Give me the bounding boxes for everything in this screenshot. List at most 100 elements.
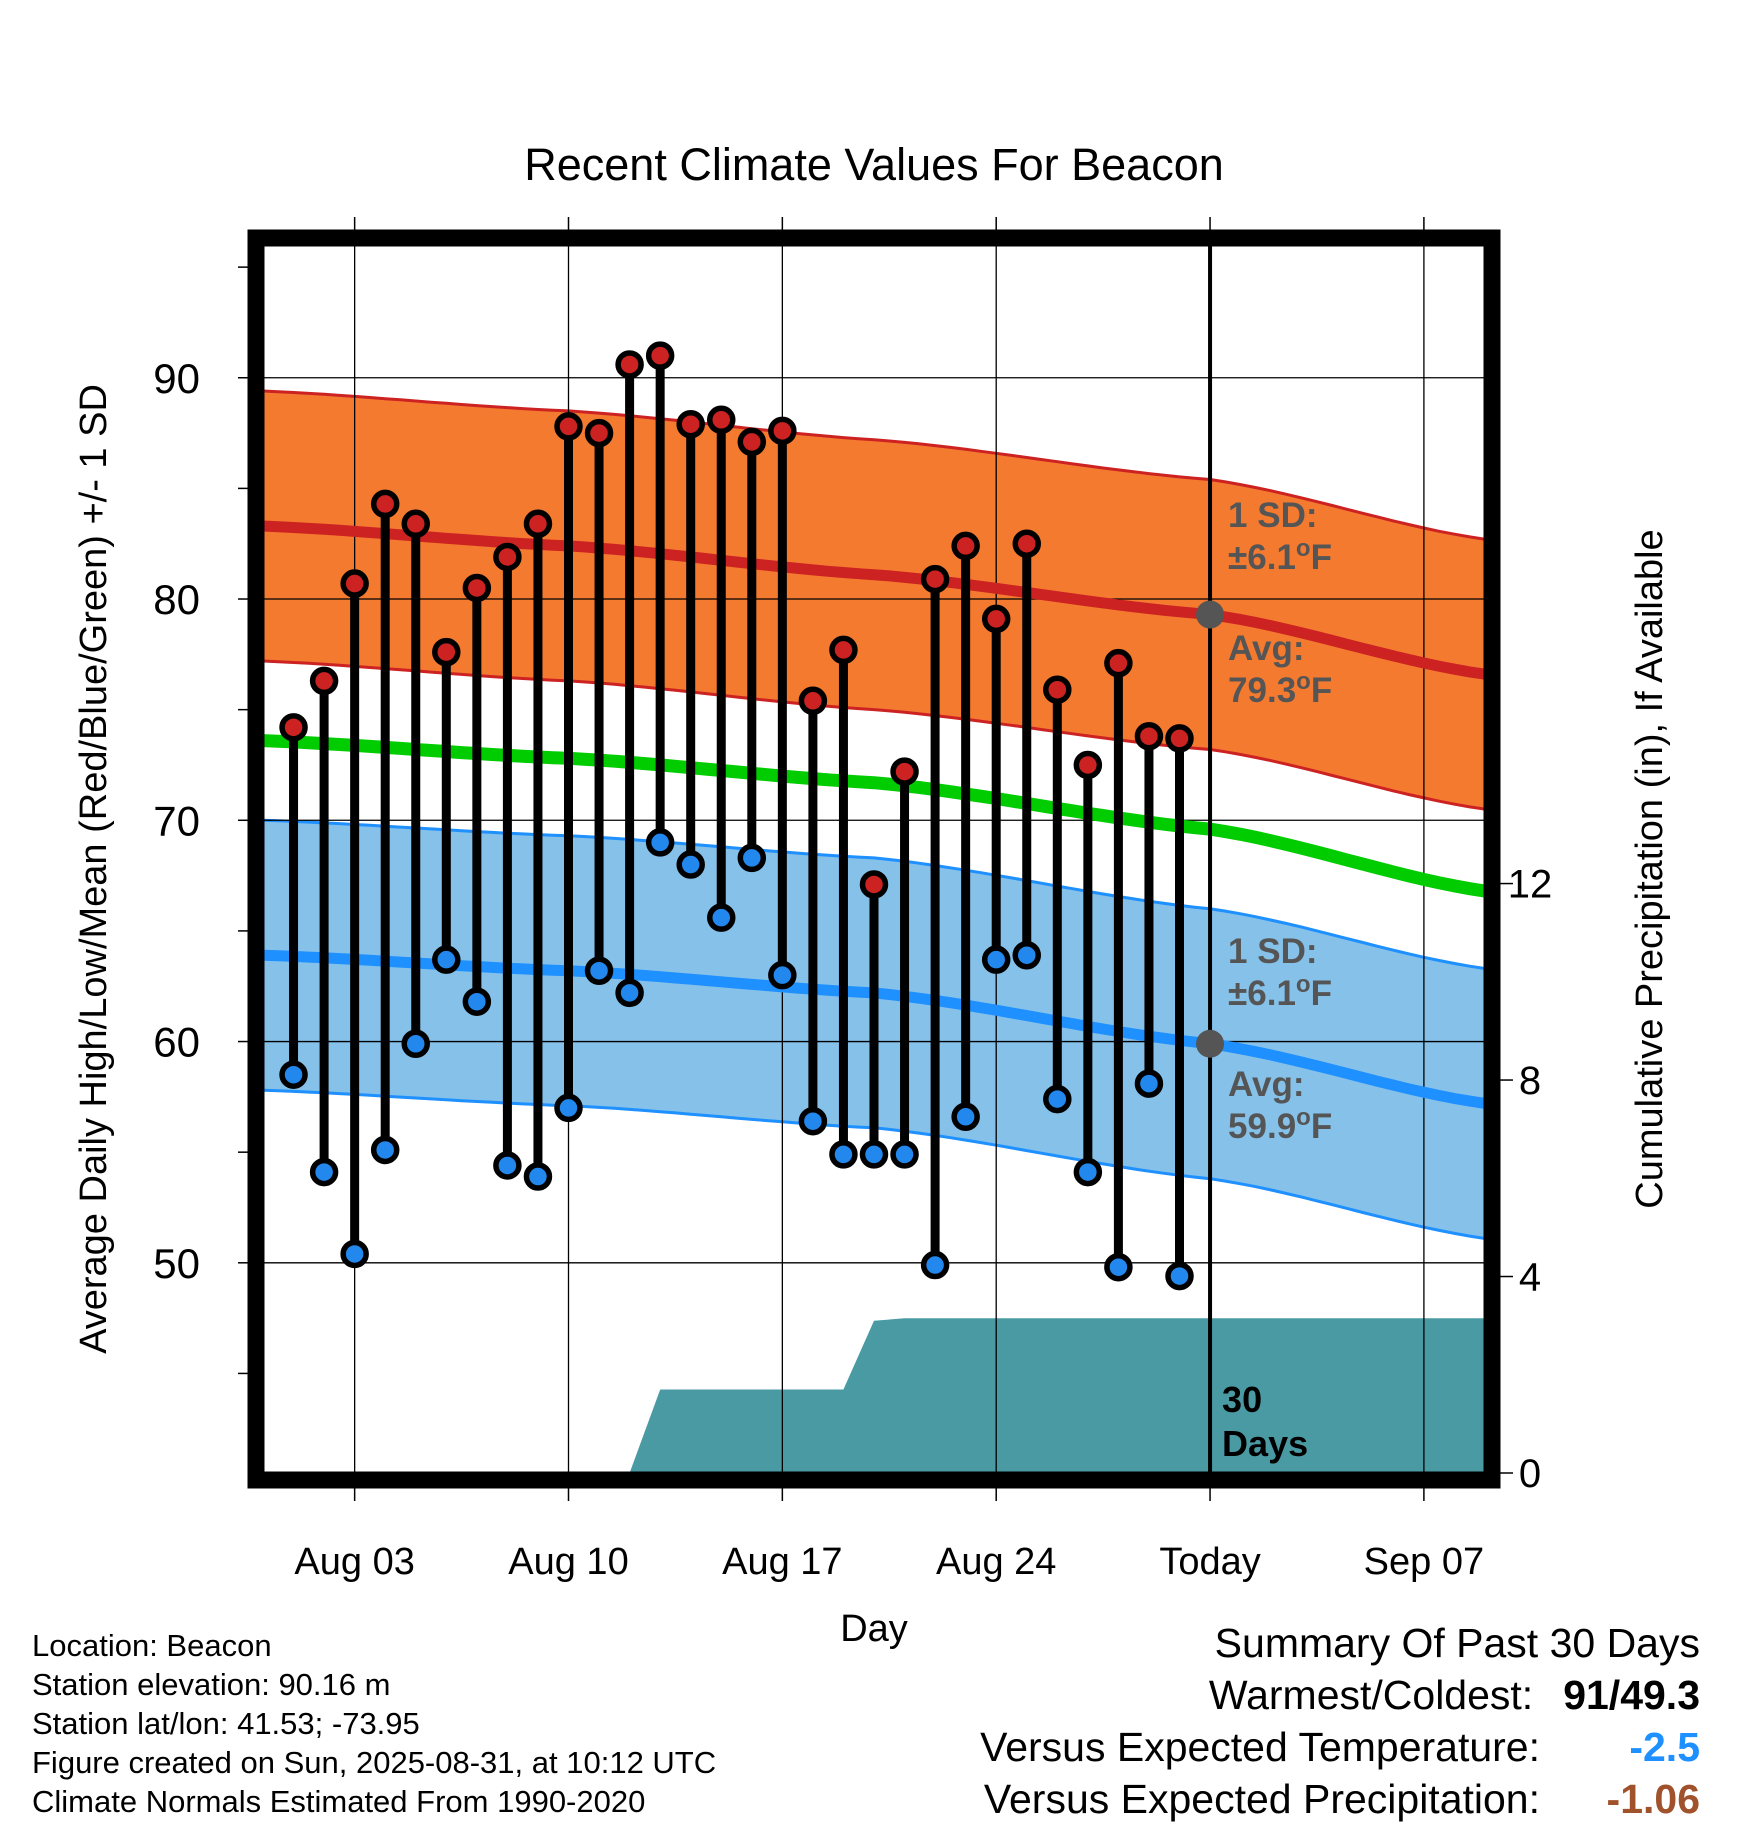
daily-low-point <box>645 828 675 857</box>
daily-low-point <box>920 1250 950 1280</box>
daily-low-point <box>309 1157 339 1187</box>
y-axis-right-label: Cumulative Precipitation (in), If Availa… <box>1629 529 1671 1208</box>
daily-low-point <box>279 1060 308 1089</box>
daily-high-point <box>309 666 339 696</box>
daily-low-point <box>523 1162 553 1191</box>
daily-low-point <box>951 1102 980 1132</box>
daily-high-point <box>829 635 858 665</box>
precip-days-annotation-1: Days <box>1222 1423 1308 1464</box>
daily-low-point <box>859 1140 889 1169</box>
daily-high-point <box>340 569 369 598</box>
y-axis-label: Average Daily High/Low/Mean (Red/Blue/Gr… <box>73 384 115 1354</box>
daily-high-point <box>920 564 950 594</box>
summary-panel: Summary Of Past 30 Days Warmest/Coldest:… <box>880 1620 1700 1828</box>
summary-title: Summary Of Past 30 Days <box>1214 1620 1700 1666</box>
y-tick-label-50: 50 <box>153 1240 200 1287</box>
daily-low-point <box>340 1239 369 1269</box>
daily-low-point <box>768 960 797 990</box>
precipitation-area <box>263 1318 1485 1473</box>
daily-low-point <box>798 1106 828 1136</box>
daily-low-point <box>370 1135 400 1165</box>
daily-high-point <box>1134 721 1164 751</box>
high-sd-band-lower-edge <box>263 659 1485 811</box>
low-sd-annotation-0: 1 SD: <box>1228 932 1317 971</box>
station-elevation: Station elevation: 90.16 m <box>32 1667 391 1702</box>
x-tick-label-3: Aug 24 <box>936 1541 1056 1583</box>
daily-high-point <box>951 531 980 561</box>
high-avg-annotation-0: Avg: <box>1228 629 1304 668</box>
daily-low-point <box>1165 1261 1194 1291</box>
normal-mean-line <box>263 734 1485 898</box>
daily-high-point <box>279 713 308 742</box>
summary-temp-row: Versus Expected Temperature: -2.5 <box>980 1724 1700 1771</box>
daily-low-point <box>1073 1157 1103 1187</box>
daily-low-point <box>1043 1084 1072 1114</box>
y-right-tick-label-4: 4 <box>1519 1256 1541 1300</box>
y-right-tick-label-0: 0 <box>1519 1452 1541 1496</box>
low-avg-annotation-1: 59.9oF <box>1228 1104 1332 1146</box>
summary-precip-row: Versus Expected Precipitation: -1.06 <box>984 1776 1700 1823</box>
daily-low-point <box>584 956 614 985</box>
daily-high-point <box>1165 724 1194 753</box>
high-sd-annotation-1: ±6.1oF <box>1228 535 1332 577</box>
daily-high-point <box>615 350 644 379</box>
station-location: Location: Beacon <box>32 1628 272 1663</box>
y-tick-label-80: 80 <box>153 576 200 623</box>
low-sd-annotation-1: ±6.1oF <box>1228 971 1332 1013</box>
y-right-tick-label-8: 8 <box>1519 1059 1541 1103</box>
normals-source: Climate Normals Estimated From 1990-2020 <box>32 1784 646 1819</box>
summary-precip-value: -1.06 <box>1606 1776 1700 1822</box>
daily-low-point <box>432 945 461 974</box>
daily-high-point <box>645 341 675 370</box>
daily-low-point <box>1104 1252 1133 1282</box>
plot-content <box>263 245 1485 1473</box>
summary-warm-cold-value: 91/49.3 <box>1563 1672 1700 1718</box>
daily-high-point <box>401 509 430 539</box>
x-tick-label-0: Aug 03 <box>294 1541 414 1583</box>
daily-high-point <box>1104 648 1133 678</box>
daily-high-point <box>1043 675 1072 704</box>
x-tick-label-4: Today <box>1159 1541 1260 1583</box>
daily-low-point <box>493 1151 522 1180</box>
high-sd-annotation-0: 1 SD: <box>1228 496 1317 535</box>
daily-high-point <box>493 542 522 572</box>
chart-title: Recent Climate Values For Beacon <box>524 139 1224 190</box>
daily-high-point <box>707 405 736 435</box>
daily-high-point <box>523 509 553 539</box>
daily-low-point <box>1134 1069 1164 1098</box>
daily-high-point <box>370 489 400 519</box>
precip-days-annotation-0: 30 <box>1222 1379 1262 1420</box>
daily-high-point <box>798 686 828 716</box>
figure-created: Figure created on Sun, 2025-08-31, at 10… <box>32 1745 717 1780</box>
x-tick-label-1: Aug 10 <box>508 1541 628 1583</box>
x-tick-label-5: Sep 07 <box>1364 1541 1484 1583</box>
daily-low-point <box>1012 940 1041 970</box>
daily-low-point <box>890 1140 919 1169</box>
y-tick-label-90: 90 <box>153 355 200 402</box>
daily-high-point <box>554 412 583 441</box>
daily-low-point <box>829 1140 858 1169</box>
low-sd-band-upper-edge <box>263 818 1485 970</box>
daily-low-point <box>707 903 736 932</box>
high-sd-band-upper-edge <box>263 389 1485 541</box>
high-avg-annotation-1: 79.3oF <box>1228 668 1332 710</box>
station-latlon: Station lat/lon: 41.53; -73.95 <box>32 1706 420 1741</box>
x-tick-label-2: Aug 17 <box>722 1541 842 1583</box>
daily-high-point <box>432 637 461 667</box>
y-tick-label-70: 70 <box>153 797 200 844</box>
daily-high-point <box>737 427 767 457</box>
daily-high-point <box>676 409 705 439</box>
daily-low-point <box>737 843 767 873</box>
daily-low-point <box>615 978 644 1008</box>
daily-high-point <box>890 757 919 786</box>
station-info: Location: Beacon Station elevation: 90.1… <box>32 1626 716 1821</box>
today-low-avg-marker <box>1196 1029 1225 1058</box>
summary-warm-cold-row: Warmest/Coldest: 91/49.3 <box>1209 1672 1700 1719</box>
today-high-avg-marker <box>1196 600 1225 629</box>
daily-low-point <box>401 1029 430 1059</box>
summary-precip-label: Versus Expected Precipitation: <box>983 1776 1540 1822</box>
daily-low-point <box>554 1093 583 1123</box>
daily-high-point <box>768 416 797 446</box>
